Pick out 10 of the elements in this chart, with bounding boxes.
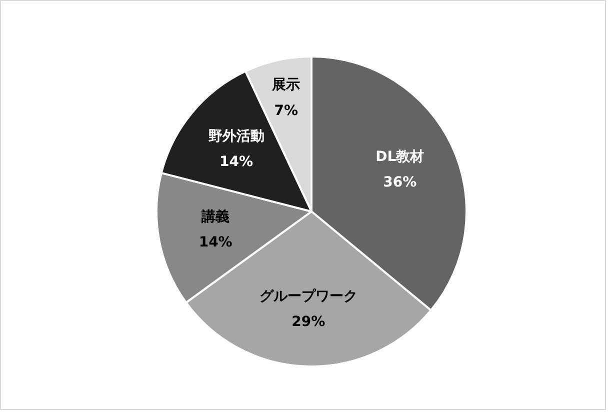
slice-label: DL教材 (376, 149, 424, 166)
data-label: 7% (274, 102, 298, 119)
data-label: 36% (383, 174, 417, 191)
slice-label: グループワーク (259, 287, 358, 304)
slice-label: 展示 (271, 77, 300, 94)
data-label: 14% (220, 154, 254, 170)
slice-label: 講義 (200, 208, 230, 225)
data-label: 14% (198, 234, 232, 251)
data-label: 29% (292, 314, 326, 330)
slice-label: 野外活動 (208, 128, 264, 144)
